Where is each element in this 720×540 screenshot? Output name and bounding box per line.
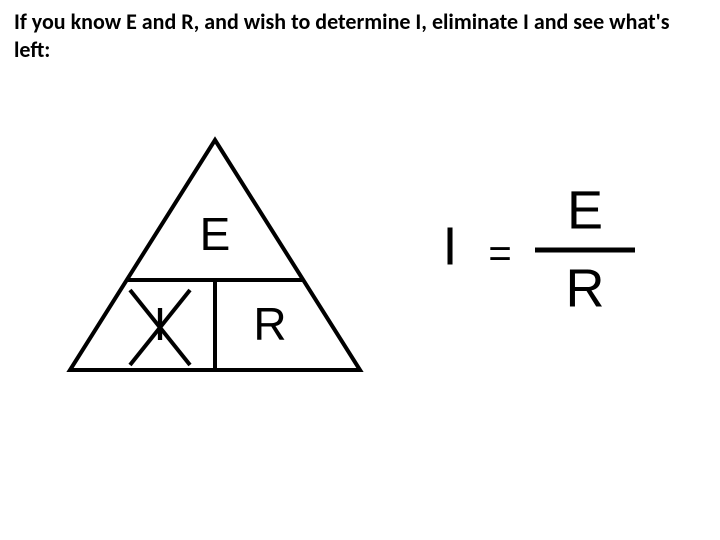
- triangle-top-label: E: [200, 208, 231, 260]
- equation: I = E R: [420, 180, 680, 320]
- equation-equals: =: [488, 232, 511, 276]
- equation-numerator: E: [567, 180, 603, 240]
- ohms-law-triangle: E I R: [60, 130, 370, 390]
- equation-denominator: R: [566, 258, 605, 318]
- triangle-svg: E I R: [60, 130, 370, 390]
- equation-lhs: I: [442, 216, 457, 276]
- instruction-text: If you know E and R, and wish to determi…: [14, 8, 706, 63]
- triangle-bottom-right-label: R: [253, 298, 286, 350]
- equation-svg: I = E R: [420, 180, 680, 320]
